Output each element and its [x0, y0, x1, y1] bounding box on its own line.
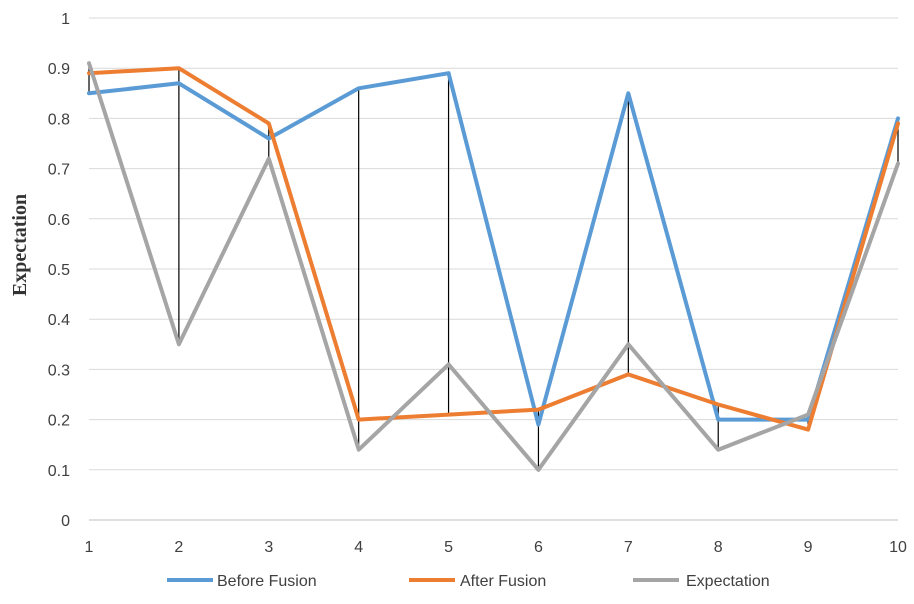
legend-label: Before Fusion [217, 573, 317, 590]
x-tick-label: 3 [264, 539, 273, 556]
x-tick-label: 7 [624, 539, 633, 556]
y-tick-label: 0.3 [48, 362, 70, 379]
y-tick-label: 0.2 [48, 413, 70, 430]
y-tick-label: 0.6 [48, 212, 70, 229]
x-tick-label: 4 [354, 539, 363, 556]
series-line-1 [87, 66, 900, 432]
y-tick-label: 0.9 [48, 61, 70, 78]
x-tick-label: 1 [85, 539, 94, 556]
y-axis-label: Expectation [9, 194, 31, 296]
y-tick-label: 0.5 [48, 262, 70, 279]
tick-labels: 0 0.1 0.2 0.3 0.4 0.5 0.6 0.7 0.8 0.9 1 1 2 3 4 5 6 7 8 9 10 [48, 11, 907, 556]
series-line-0 [87, 71, 900, 427]
y-tick-label: 0.7 [48, 162, 70, 179]
y-tick-label: 0 [61, 513, 70, 530]
y-tick-label: 0.8 [48, 111, 70, 128]
y-tick-label: 1 [61, 11, 70, 28]
series-lines [87, 61, 900, 472]
y-tick-label: 0.1 [48, 463, 70, 480]
legend-label: Expectation [686, 573, 770, 590]
legend: Before Fusion After Fusion Expectation [167, 573, 770, 590]
x-tick-label: 9 [804, 539, 813, 556]
drop-lines [88, 63, 899, 470]
series-line-2 [87, 61, 900, 472]
gridlines [89, 17, 898, 471]
x-tick-label: 5 [444, 539, 453, 556]
legend-label: After Fusion [460, 573, 546, 590]
x-tick-label: 6 [534, 539, 543, 556]
x-tick-label: 10 [889, 539, 907, 556]
x-tick-label: 8 [714, 539, 723, 556]
y-tick-label: 0.4 [48, 312, 70, 329]
x-tick-label: 2 [174, 539, 183, 556]
